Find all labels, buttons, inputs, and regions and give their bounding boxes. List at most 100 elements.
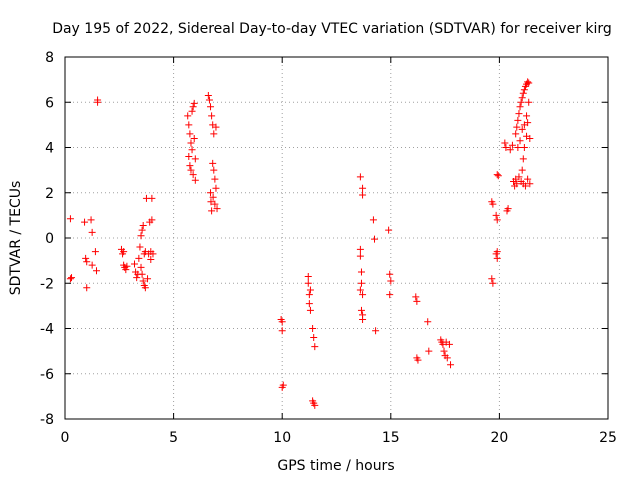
data-point [68,274,76,282]
data-point [82,254,90,262]
data-point [144,275,152,283]
data-point [191,176,199,184]
data-point [387,277,395,285]
data-point [443,354,451,362]
data-point [66,275,74,283]
data-point [412,293,420,301]
data-point [190,99,198,107]
data-point [212,184,220,192]
data-point [88,228,96,236]
y-axis-label: SDTVAR / TECUs [8,181,24,296]
data-point [356,245,364,253]
data-point [278,318,286,326]
data-point [278,327,286,335]
data-point [305,300,313,308]
data-point [207,189,215,197]
data-point [87,216,95,224]
data-point [304,279,312,287]
data-point [188,107,196,115]
data-point [523,112,531,120]
data-point [138,226,146,234]
data-point [524,78,532,86]
data-point [386,270,394,278]
data-point [210,166,218,174]
data-point [512,130,520,138]
axis-ticks: 0 5 10 15 20 25 -8 -6 -4 -2 0 2 4 6 8 [40,50,617,446]
data-point [188,146,196,154]
data-point [523,132,531,140]
data-point [123,262,131,270]
data-point [356,252,364,260]
x-tick-label: 5 [169,430,178,446]
data-point [306,286,314,294]
data-point [304,272,312,280]
y-tick-label: 6 [45,95,54,111]
y-tick-label: 4 [45,141,54,157]
data-point [310,334,318,342]
data-point [147,255,155,263]
data-point [447,361,455,369]
data-point [369,216,377,224]
data-point [508,141,516,149]
data-point [524,119,532,127]
data-point [514,116,522,124]
data-point [515,173,523,181]
data-point [148,216,156,224]
data-point [525,98,533,106]
data-point [520,86,528,94]
data-point [356,173,364,181]
data-point [81,218,89,226]
data-point [207,103,215,111]
data-point [122,266,130,274]
data-point [149,250,157,258]
data-point [210,130,218,138]
x-tick-label: 25 [599,430,617,446]
data-point [359,191,367,199]
data-point [372,327,380,335]
data-point [517,98,525,106]
x-tick-label: 0 [61,430,70,446]
data-point [131,260,139,268]
data-point [518,125,526,133]
data-point [413,297,421,305]
data-point [525,79,533,87]
y-tick-label: -8 [40,412,54,428]
data-point [489,200,497,208]
data-point [489,279,497,287]
data-point [519,155,527,163]
data-point [520,144,528,151]
data-point [502,144,510,151]
data-point [504,205,512,213]
data-point [516,137,524,145]
y-tick-label: -2 [40,276,54,292]
x-axis-label: GPS time / hours [277,458,394,474]
data-point [208,207,216,215]
data-point [92,267,100,275]
data-point [204,91,212,99]
data-point [190,134,198,142]
data-point [414,356,422,364]
data-point [359,315,367,323]
data-point [305,291,313,299]
data-point [83,284,91,292]
data-point [514,144,522,151]
plot-frame [64,56,609,420]
data-point [207,198,215,206]
data-point [91,248,99,256]
data-point [513,180,521,188]
data-point [440,347,448,355]
data-point [120,248,128,256]
data-point [187,139,195,147]
data-point [493,171,501,179]
x-tick-label: 15 [382,430,400,446]
data-point [189,171,197,179]
data-point [211,200,219,208]
data-point [359,291,367,299]
data-point [139,277,147,285]
data-point [425,347,433,355]
data-point [371,235,379,243]
data-point [136,243,144,251]
data-point [493,248,501,256]
data-point [524,175,532,183]
